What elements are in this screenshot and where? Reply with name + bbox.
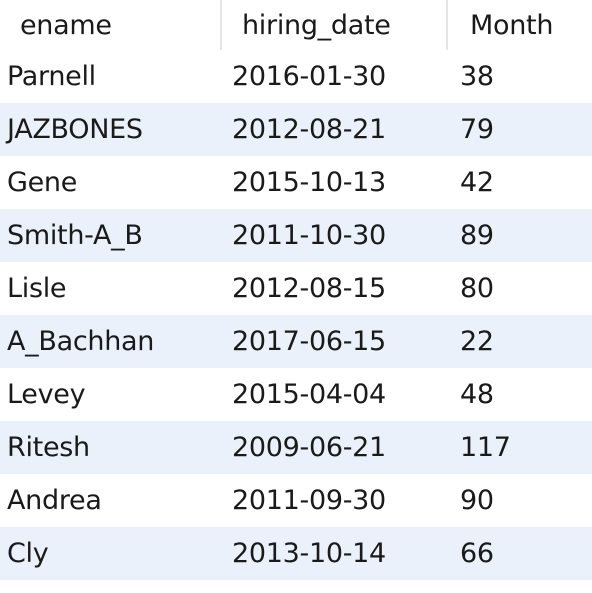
- cell-ename[interactable]: Andrea: [7, 485, 102, 516]
- cell-month[interactable]: 48: [460, 379, 494, 410]
- cell-month[interactable]: 117: [460, 432, 511, 463]
- cell-ename[interactable]: Parnell: [7, 61, 96, 92]
- cell-month[interactable]: 66: [460, 538, 494, 569]
- cell-ename[interactable]: A_Bachhan: [7, 326, 155, 357]
- cell-ename[interactable]: Lisle: [7, 273, 67, 304]
- cell-hiring-date[interactable]: 2013-10-14: [232, 538, 386, 569]
- cell-ename[interactable]: Ritesh: [7, 432, 90, 463]
- table-row[interactable]: Cly 2013-10-14 66: [0, 527, 592, 580]
- cell-ename[interactable]: Cly: [7, 538, 49, 569]
- result-grid: ename hiring_date Month Parnell 2016-01-…: [0, 0, 592, 580]
- cell-month[interactable]: 90: [460, 485, 494, 516]
- column-header-hiring-date[interactable]: hiring_date: [222, 0, 448, 50]
- table-row[interactable]: Smith-A_B 2011-10-30 89: [0, 209, 592, 262]
- table-row[interactable]: Andrea 2011-09-30 90: [0, 474, 592, 527]
- cell-hiring-date[interactable]: 2009-06-21: [232, 432, 386, 463]
- table-row[interactable]: JAZBONES 2012-08-21 79: [0, 103, 592, 156]
- table-row[interactable]: Gene 2015-10-13 42: [0, 156, 592, 209]
- cell-hiring-date[interactable]: 2012-08-21: [232, 114, 386, 145]
- column-header-month[interactable]: Month: [470, 9, 554, 41]
- cell-month[interactable]: 38: [460, 61, 494, 92]
- cell-hiring-date[interactable]: 2015-04-04: [232, 379, 386, 410]
- header-row: ename hiring_date Month: [0, 0, 592, 50]
- table-row[interactable]: Levey 2015-04-04 48: [0, 368, 592, 421]
- table-row[interactable]: Parnell 2016-01-30 38: [0, 50, 592, 103]
- table-row[interactable]: A_Bachhan 2017-06-15 22: [0, 315, 592, 368]
- cell-ename[interactable]: JAZBONES: [7, 114, 143, 145]
- cell-ename[interactable]: Gene: [7, 167, 78, 198]
- column-header-ename[interactable]: ename: [0, 0, 222, 50]
- cell-month[interactable]: 42: [460, 167, 494, 198]
- cell-hiring-date[interactable]: 2016-01-30: [232, 61, 386, 92]
- cell-hiring-date[interactable]: 2015-10-13: [232, 167, 386, 198]
- table-row[interactable]: Ritesh 2009-06-21 117: [0, 421, 592, 474]
- cell-ename[interactable]: Smith-A_B: [7, 220, 143, 251]
- cell-hiring-date[interactable]: 2011-10-30: [232, 220, 386, 251]
- table-row[interactable]: Lisle 2012-08-15 80: [0, 262, 592, 315]
- cell-hiring-date[interactable]: 2011-09-30: [232, 485, 386, 516]
- cell-month[interactable]: 80: [460, 273, 494, 304]
- cell-hiring-date[interactable]: 2012-08-15: [232, 273, 386, 304]
- cell-month[interactable]: 89: [460, 220, 494, 251]
- cell-month[interactable]: 22: [460, 326, 494, 357]
- cell-hiring-date[interactable]: 2017-06-15: [232, 326, 386, 357]
- cell-month[interactable]: 79: [460, 114, 494, 145]
- cell-ename[interactable]: Levey: [7, 379, 86, 410]
